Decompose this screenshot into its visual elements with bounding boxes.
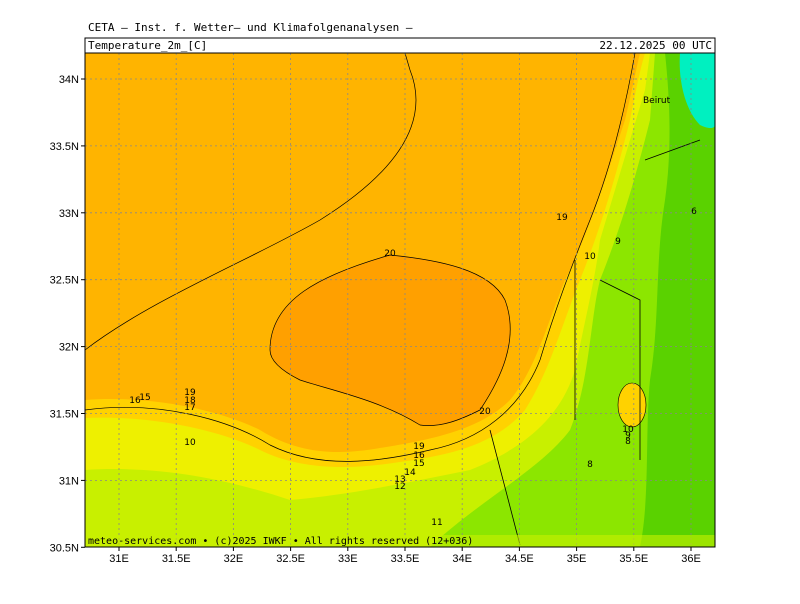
contour-label: 15 (139, 393, 150, 403)
contour-label: 19 (413, 442, 425, 452)
variable: Temperature_2m_[C] (88, 39, 207, 52)
lat-label: 32.5N (50, 275, 79, 287)
contour-label: 10 (622, 425, 634, 435)
lat-label: 34N (59, 74, 79, 86)
contour-label: 10 (584, 252, 596, 262)
map-frame (84, 52, 716, 548)
contour-label: 9 (625, 431, 631, 441)
lon-label: 34E (452, 553, 472, 565)
lat-label: 33.5N (50, 141, 79, 153)
contour-label: 18 (184, 396, 196, 406)
city-label: Beirut (643, 96, 671, 106)
lon-label: 35E (567, 553, 587, 565)
contour-label: 19 (556, 213, 568, 223)
map-area (84, 52, 716, 548)
contour-label: 20 (479, 407, 491, 417)
contour-label: 12 (394, 482, 405, 492)
lat-label: 33N (59, 208, 79, 220)
contour (84, 52, 417, 351)
land-darkgreen (640, 53, 715, 547)
lon-label: 32.5E (276, 553, 305, 565)
lat-label: 30.5N (50, 542, 79, 554)
contour-label: 8 (587, 460, 593, 470)
lon-label: 34.5E (505, 553, 534, 565)
footer: meteo-services.com • (c)2025 IWKF • All … (88, 536, 473, 547)
contour-label: 11 (431, 518, 442, 528)
contour-label: 15 (413, 459, 424, 469)
lon-label: 32E (224, 553, 244, 565)
lon-label: 33E (338, 553, 358, 565)
contour-label: 8 (625, 437, 631, 447)
lat-label: 32N (59, 342, 79, 354)
land-lime (85, 53, 715, 547)
contour-label: 20 (384, 249, 396, 259)
warm-core (269, 254, 511, 426)
contour-label: 9 (615, 237, 621, 247)
contour-label: 14 (404, 468, 416, 478)
contour-label: 17 (184, 403, 195, 413)
lon-label: 36E (681, 553, 701, 565)
lon-label: 31.5E (162, 553, 191, 565)
mountain-cold (679, 53, 715, 129)
land-green (430, 53, 715, 547)
title: CETA — Inst. f. Wetter— und Klimafolgena… (88, 21, 413, 34)
footer-strip (85, 535, 715, 547)
lon-label: 31E (109, 553, 129, 565)
valid-time: 22.12.2025 00 UTC (599, 39, 712, 52)
contour-label: 19 (184, 388, 196, 398)
contour-label: 16 (129, 396, 141, 406)
lat-label: 31N (59, 475, 79, 487)
lon-label: 33.5E (391, 553, 420, 565)
contour-label: 16 (413, 451, 425, 461)
dead-sea-warm (617, 382, 647, 428)
axes: 34N 33.5N 33N 32.5N 32N 31.5N 31N 30.5N 31E 31.5E… (50, 74, 701, 565)
coastline (84, 52, 636, 462)
grid (85, 53, 715, 547)
lat-label: 31.5N (50, 409, 79, 421)
contour-label: 13 (394, 475, 405, 485)
contour-label: 10 (184, 438, 196, 448)
contour-label: 6 (691, 207, 697, 217)
borders (489, 139, 701, 546)
lon-label: 35.5E (619, 553, 648, 565)
